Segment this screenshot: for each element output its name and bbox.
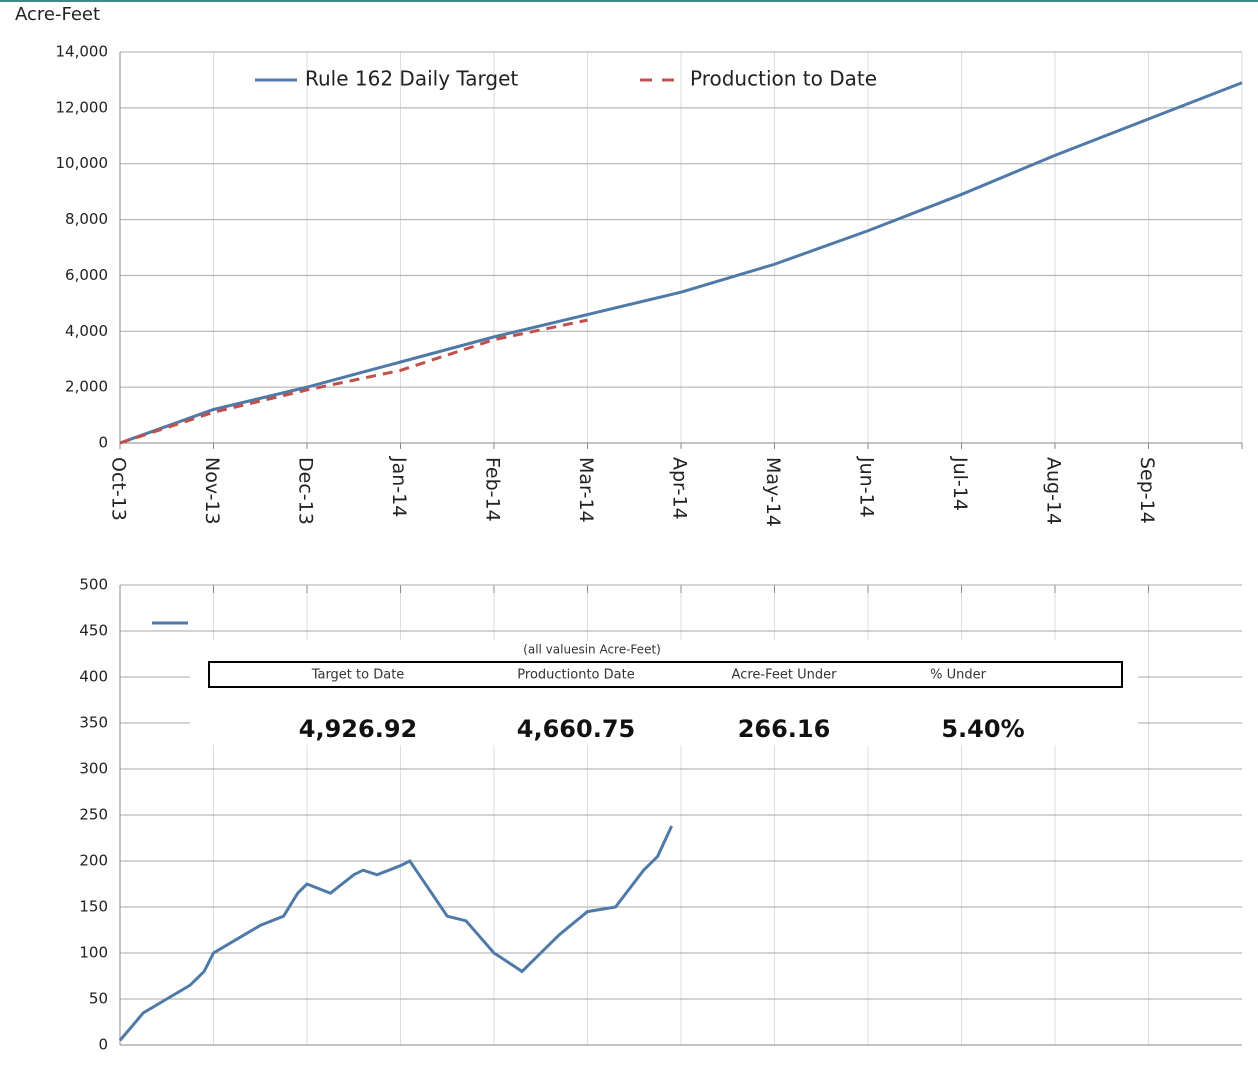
y-tick-label: 100 [79, 944, 108, 962]
x-tick-label: Oct-13 [108, 457, 130, 521]
y-tick-label: 8,000 [65, 210, 108, 228]
y-axis-label: Acre-Feet [15, 4, 100, 25]
series-line [118, 825, 674, 1042]
y-tick-label: 50 [89, 990, 108, 1008]
table-value: 4,926.92 [299, 715, 417, 743]
y-tick-label: 0 [98, 434, 108, 452]
y-tick-label: 4,000 [65, 322, 108, 340]
x-tick-label: Aug-14 [1043, 457, 1065, 525]
y-tick-label: 450 [79, 622, 108, 640]
y-tick-label: 6,000 [65, 266, 108, 284]
y-tick-label: 14,000 [56, 43, 109, 61]
summary-table: (all valuesin Acre-Feet) Target to Date Pr… [190, 640, 1138, 745]
y-tick-label: 200 [79, 852, 108, 870]
series-line [119, 318, 588, 445]
y-tick-label: 150 [79, 898, 108, 916]
y-tick-label: 250 [79, 806, 108, 824]
y-tick-label: 300 [79, 760, 108, 778]
x-tick-label: Jun-14 [856, 456, 878, 518]
series-line [119, 81, 1243, 445]
table-value: 266.16 [738, 715, 831, 743]
x-tick-label: Mar-14 [575, 457, 597, 523]
y-tick-label: 0 [98, 1036, 108, 1054]
x-tick-label: Jan-14 [388, 456, 410, 517]
table-value: 4,660.75 [517, 715, 635, 743]
legend-label: Production to Date [690, 67, 877, 91]
table-band [190, 640, 1138, 745]
table-header: Productionto Date [517, 668, 634, 683]
x-tick-label: Feb-14 [482, 457, 504, 522]
table-caption: (all valuesin Acre-Feet) [523, 643, 661, 657]
table-header: % Under [930, 668, 986, 683]
y-tick-label: 400 [79, 668, 108, 686]
x-tick-label: Nov-13 [201, 457, 223, 525]
y-tick-label: 500 [79, 576, 108, 594]
x-tick-label: Dec-13 [295, 457, 317, 525]
legend-label: Rule 162 Daily Target [305, 67, 518, 91]
x-tick-label: Apr-14 [669, 457, 691, 520]
y-tick-label: 350 [79, 714, 108, 732]
table-header: Target to Date [311, 668, 405, 683]
top-chart: Oct-13 Nov-13 Dec-13 Jan-14 Feb-14 Mar-14 Apr-… [56, 43, 1243, 527]
y-tick-label: 12,000 [56, 98, 109, 116]
table-value: 5.40% [941, 715, 1024, 743]
table-header: Acre-Feet Under [732, 668, 838, 683]
y-tick-label: 10,000 [56, 154, 109, 172]
x-tick-label: Sep-14 [1136, 457, 1158, 524]
x-tick-label: Jul-14 [949, 456, 971, 511]
x-tick-label: May-14 [762, 457, 784, 527]
y-tick-label: 2,000 [65, 378, 108, 396]
table-box [208, 661, 1123, 688]
